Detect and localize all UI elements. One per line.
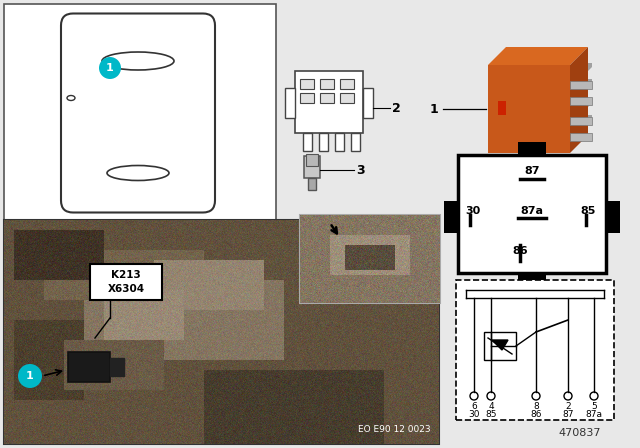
Text: K213: K213 xyxy=(111,270,141,280)
Circle shape xyxy=(564,392,572,400)
Polygon shape xyxy=(488,47,588,65)
Text: 470837: 470837 xyxy=(559,428,601,438)
Bar xyxy=(320,93,334,103)
Text: 1: 1 xyxy=(26,371,34,381)
Text: 30: 30 xyxy=(468,409,480,418)
Text: 87a: 87a xyxy=(586,409,602,418)
Polygon shape xyxy=(588,79,592,87)
Bar xyxy=(295,71,363,133)
Bar xyxy=(4,4,276,220)
Bar xyxy=(300,93,314,103)
Bar xyxy=(570,133,592,141)
Bar xyxy=(518,272,546,286)
Bar xyxy=(456,280,614,420)
Circle shape xyxy=(99,57,121,79)
FancyBboxPatch shape xyxy=(61,13,215,212)
Bar xyxy=(498,101,506,115)
Bar xyxy=(4,220,439,444)
Bar xyxy=(570,117,592,125)
Bar xyxy=(335,133,344,151)
Text: 1: 1 xyxy=(429,103,438,116)
Text: 30: 30 xyxy=(465,206,481,216)
Text: 87: 87 xyxy=(563,409,573,418)
Text: 2: 2 xyxy=(392,102,401,115)
Bar xyxy=(484,332,516,360)
Text: 4: 4 xyxy=(488,401,494,410)
Circle shape xyxy=(470,392,478,400)
Bar xyxy=(518,142,546,156)
Bar xyxy=(306,154,318,166)
Bar xyxy=(340,79,354,89)
Text: 3: 3 xyxy=(356,164,365,177)
Ellipse shape xyxy=(107,165,169,181)
Text: 86: 86 xyxy=(512,246,528,256)
Text: 2: 2 xyxy=(565,401,571,410)
Bar xyxy=(444,201,459,233)
Bar xyxy=(304,156,320,178)
Bar xyxy=(488,65,570,153)
Bar xyxy=(68,352,110,382)
Circle shape xyxy=(590,392,598,400)
Text: 85: 85 xyxy=(485,409,497,418)
Bar xyxy=(300,79,314,89)
Bar xyxy=(308,178,316,190)
Bar xyxy=(303,133,312,151)
Text: 5: 5 xyxy=(591,401,597,410)
Bar xyxy=(300,215,440,303)
Text: 85: 85 xyxy=(580,206,596,216)
Bar xyxy=(363,88,373,118)
Text: 8: 8 xyxy=(533,401,539,410)
Bar xyxy=(351,133,360,151)
Bar xyxy=(320,79,334,89)
Bar xyxy=(458,155,606,273)
Text: EO E90 12 0023: EO E90 12 0023 xyxy=(358,425,431,434)
Polygon shape xyxy=(588,115,592,123)
Circle shape xyxy=(532,392,540,400)
Polygon shape xyxy=(570,47,588,153)
Polygon shape xyxy=(492,340,508,350)
Polygon shape xyxy=(588,63,592,71)
Text: X6304: X6304 xyxy=(108,284,145,294)
Ellipse shape xyxy=(67,95,75,100)
Bar xyxy=(570,81,592,89)
Circle shape xyxy=(18,364,42,388)
Bar xyxy=(570,97,592,105)
Ellipse shape xyxy=(102,52,174,70)
Bar xyxy=(605,201,620,233)
Bar xyxy=(319,133,328,151)
Text: 1: 1 xyxy=(106,63,114,73)
Text: 87: 87 xyxy=(524,166,540,176)
Bar xyxy=(110,358,124,376)
Text: 86: 86 xyxy=(531,409,541,418)
Circle shape xyxy=(487,392,495,400)
Bar xyxy=(340,93,354,103)
Text: 6: 6 xyxy=(471,401,477,410)
Bar xyxy=(285,88,295,118)
Text: 87a: 87a xyxy=(520,206,543,216)
Polygon shape xyxy=(588,99,592,107)
Bar xyxy=(90,264,162,300)
